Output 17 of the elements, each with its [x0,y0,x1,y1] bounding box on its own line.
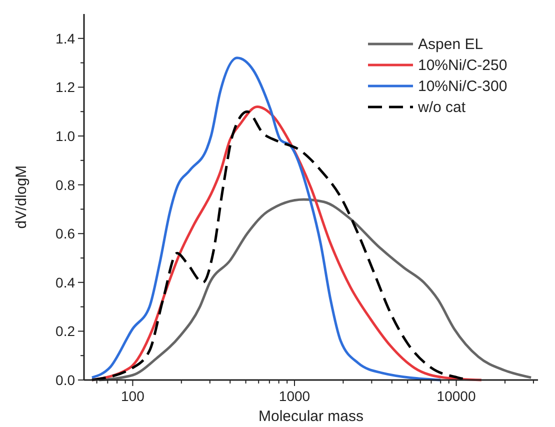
x-tick-label: 100 [121,388,145,404]
y-axis-title: dV/dlogM [13,165,30,229]
x-tick-label: 1000 [278,388,310,404]
legend-label: w/o cat [417,99,466,116]
x-tick-label: 10000 [436,388,476,404]
y-tick-label: 0.8 [56,176,76,193]
legend-label: Aspen EL [418,36,484,53]
legend-label: 10%Ni/C-250 [418,57,508,74]
y-tick-label: 0.0 [56,372,76,388]
y-tick-label: 0.4 [56,274,76,290]
y-tick-label: 1.4 [56,30,76,46]
y-tick-label: 1.0 [56,128,76,144]
y-tick-label: 0.6 [56,226,76,242]
legend-label: 10%Ni/C-300 [418,78,508,95]
x-axis-title: Molecular mass [258,408,364,425]
y-tick-label: 0.2 [56,323,76,340]
y-tick-label: 1.2 [56,79,76,96]
